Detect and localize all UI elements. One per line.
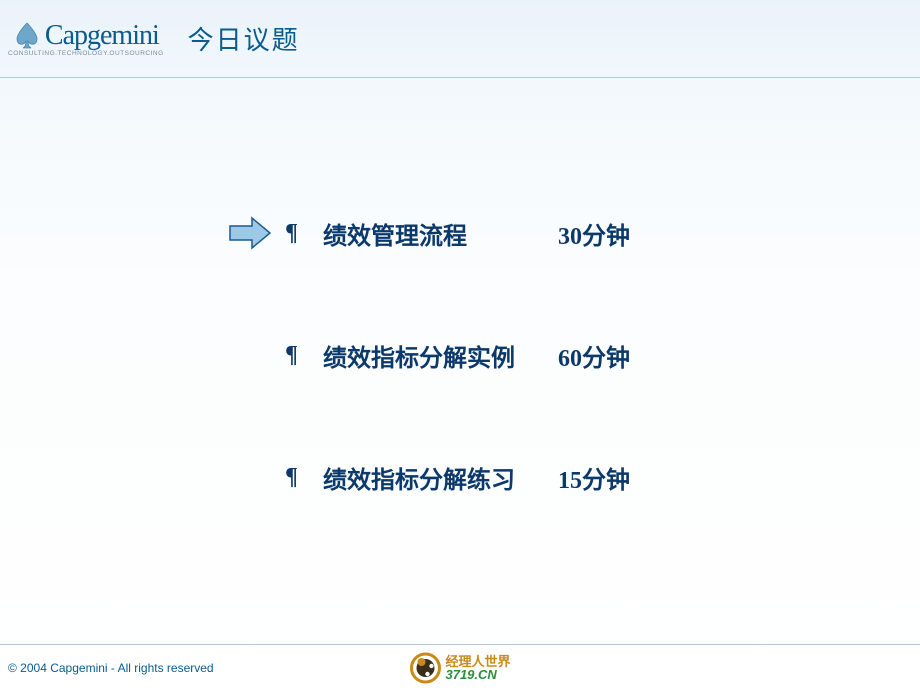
agenda-label-2: 绩效指标分解练习: [323, 460, 558, 495]
watermark-icon: [409, 652, 441, 684]
slide-header: Capgemini CONSULTING.TECHNOLOGY.OUTSOURC…: [0, 0, 920, 78]
logo-text: Capgemini: [45, 20, 159, 52]
watermark: 经理人世界 3719.CN: [409, 652, 510, 684]
company-logo: Capgemini CONSULTING.TECHNOLOGY.OUTSOURC…: [8, 20, 164, 57]
agenda-label-0: 绩效管理流程: [323, 216, 558, 251]
agenda-item-1: ¶ 绩效指标分解实例 60分钟: [215, 330, 920, 380]
agenda-time-2: 15分钟: [558, 460, 630, 495]
logo-tagline: CONSULTING.TECHNOLOGY.OUTSOURCING: [8, 50, 164, 57]
arrow-icon: [226, 215, 274, 251]
bullet-1: ¶: [285, 342, 323, 369]
bullet-0: ¶: [285, 220, 323, 247]
agenda-time-1: 60分钟: [558, 338, 630, 373]
watermark-text: 经理人世界 3719.CN: [445, 655, 510, 681]
logo-main: Capgemini: [13, 20, 159, 52]
watermark-url: 3719.CN: [445, 668, 510, 681]
agenda-label-1: 绩效指标分解实例: [323, 338, 558, 373]
bullet-2: ¶: [285, 464, 323, 491]
slide-footer: © 2004 Capgemini - All rights reserved 经…: [0, 644, 920, 690]
agenda-content: ¶ 绩效管理流程 30分钟 ¶ 绩效指标分解实例 60分钟 ¶ 绩效指标分解练习…: [0, 78, 920, 502]
slide-title: 今日议题: [188, 20, 300, 57]
agenda-item-0: ¶ 绩效管理流程 30分钟: [215, 208, 920, 258]
agenda-time-0: 30分钟: [558, 216, 630, 251]
arrow-cell-0: [215, 215, 285, 251]
copyright-text: © 2004 Capgemini - All rights reserved: [8, 661, 214, 675]
agenda-item-2: ¶ 绩效指标分解练习 15分钟: [215, 452, 920, 502]
spade-icon: [13, 21, 41, 51]
